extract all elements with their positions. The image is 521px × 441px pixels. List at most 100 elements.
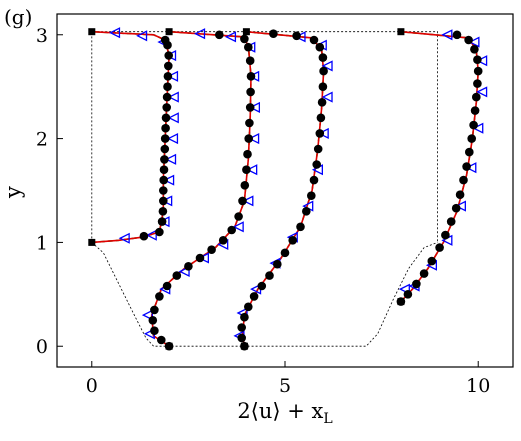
profile-3-triangle-point-4: [454, 200, 466, 212]
profile-2-circle-point-25: [292, 31, 301, 41]
profile-2-circle-point-14: [309, 175, 319, 185]
profile-0-triangle-point-12: [136, 30, 148, 42]
profile-1-end-square-0: [165, 342, 173, 350]
y-tick-label-1: 1: [36, 232, 48, 254]
profile-0-triangle-point-3: [161, 195, 173, 207]
profile-3-triangle-point-8: [476, 55, 488, 67]
profile-1-circle-point-4: [150, 305, 159, 315]
profile-2-circle-point-26: [269, 29, 278, 38]
profile-3-end-square-0: [397, 298, 405, 306]
profile-0-end-square-1: [88, 28, 96, 36]
profile-0-circle-point-11: [161, 123, 170, 133]
bottom-wall-line: [91, 242, 438, 347]
profile-1-circle-point-24: [244, 42, 253, 52]
profile-0-circle-point-4: [159, 196, 168, 206]
profile-0-circle-point-3: [158, 207, 168, 216]
domain-boundary-line: [91, 31, 439, 243]
profile-2-circle-point-11: [296, 222, 305, 232]
profile-2-triangle-point-8: [321, 91, 333, 103]
profile-1-circle-point-22: [246, 72, 256, 81]
profile-0-circle-point-8: [160, 155, 169, 164]
profile-3-triangle-point-10: [441, 29, 453, 41]
profile-3-circle-point-16: [472, 92, 481, 102]
profile-0-triangle-point-0: [118, 232, 130, 244]
profile-3-circle-point-22: [452, 30, 462, 40]
profile-0-circle-point-10: [160, 134, 170, 143]
profile-0-circle-point-6: [159, 175, 168, 185]
profile-1-circle-point-5: [155, 292, 164, 301]
profile-0-circle-point-0: [139, 231, 149, 241]
profile-1-triangle-point-10: [248, 101, 261, 113]
profile-1-circle-point-7: [172, 271, 182, 280]
profile-1-triangle-point-14: [194, 28, 206, 40]
profile-0-circle-point-13: [162, 103, 171, 112]
profile-0-triangle-point-13: [109, 27, 121, 39]
profile-1-circle-point-21: [246, 87, 255, 97]
profile-2-circle-point-19: [317, 98, 327, 107]
profile-2-circle-point-13: [307, 191, 316, 200]
profile-2-circle-point-10: [288, 236, 298, 245]
profile-2-circle-point-17: [315, 129, 325, 138]
profile-0-triangle-point-4: [163, 174, 175, 186]
profile-3-end-square-1: [397, 28, 405, 36]
panel-label: (g): [4, 5, 32, 29]
profile-3-circle-point-13: [467, 134, 477, 143]
profile-0-circle-point-12: [161, 113, 171, 123]
profile-1-end-square-1: [165, 28, 173, 36]
x-tick-label-2: 10: [466, 375, 490, 397]
profile-3-circle-point-15: [470, 106, 480, 115]
profile-0-end-square-0: [88, 238, 96, 246]
profile-2-circle-point-24: [309, 35, 319, 45]
profile-1-circle-point-8: [184, 262, 193, 271]
profile-3-circle-point-1: [403, 290, 413, 299]
profile-3-circle-point-20: [470, 45, 479, 54]
x-axis-label: 2⟨u⟩ + xL: [237, 399, 332, 427]
profile-1-circle-point-9: [195, 253, 205, 263]
profile-0-circle-point-16: [163, 72, 173, 81]
profile-2-circle-point-21: [319, 66, 328, 76]
profile-2-circle-point-12: [302, 207, 311, 216]
profile-1-circle-point-23: [245, 56, 255, 65]
profile-3-circle-point-19: [473, 55, 482, 64]
profile-3-circle-point-10: [459, 175, 468, 185]
profile-2-circle-point-8: [273, 259, 282, 269]
profile-1-circle-point-25: [240, 34, 249, 44]
profile-3-circle-point-4: [427, 256, 437, 266]
profile-3-circle-point-18: [473, 66, 483, 76]
x-axis-label-main: 2⟨u⟩ + x: [237, 399, 323, 423]
profile-3-circle-point-12: [465, 147, 474, 157]
profile-2-circle-point-6: [257, 281, 267, 291]
profile-0-triangle-point-1: [145, 229, 157, 241]
profile-1-circle-point-16: [242, 165, 251, 174]
profile-1-triangle-point-3: [178, 265, 190, 278]
y-tick-label-0: 0: [36, 336, 48, 358]
profile-3-circle-point-8: [451, 203, 461, 213]
profile-1-circle-point-6: [162, 281, 172, 291]
profile-2-circle-point-3: [240, 312, 249, 322]
profile-0-circle-point-1: [155, 227, 164, 237]
plot-frame: [56, 13, 514, 368]
profile-2-circle-point-15: [312, 160, 322, 169]
profile-1-circle-point-10: [207, 245, 216, 254]
profile-2-end-square-0: [240, 342, 248, 350]
profile-2-triangle-point-9: [321, 60, 333, 72]
profile-1-circle-point-18: [244, 134, 253, 143]
profile-1-circle-point-3: [148, 316, 158, 325]
x-tick-label-0: 0: [86, 375, 98, 397]
profile-1-circle-point-12: [227, 225, 236, 235]
profile-0-circle-point-20: [160, 35, 170, 45]
profile-1-circle-point-13: [234, 212, 243, 221]
profile-2-end-square-1: [242, 28, 250, 36]
axis-ticks: 0 5 10 0 1 2 3: [36, 25, 490, 397]
profile-1-circle-point-26: [215, 30, 224, 40]
profile-3-circle-point-3: [419, 269, 429, 278]
profile-0-circle-point-2: [157, 217, 167, 226]
profile-0-circle-point-9: [160, 144, 170, 154]
profile-2-circle-point-18: [316, 113, 326, 123]
profile-1-circle-point-15: [240, 181, 250, 190]
profile-3-circle-point-17: [473, 79, 482, 88]
profile-1-triangle-point-8: [246, 164, 258, 176]
profile-0-dashed-line: [91, 30, 170, 244]
profile-2-circle-point-1: [237, 333, 246, 343]
profile-0-circle-point-5: [159, 186, 168, 195]
